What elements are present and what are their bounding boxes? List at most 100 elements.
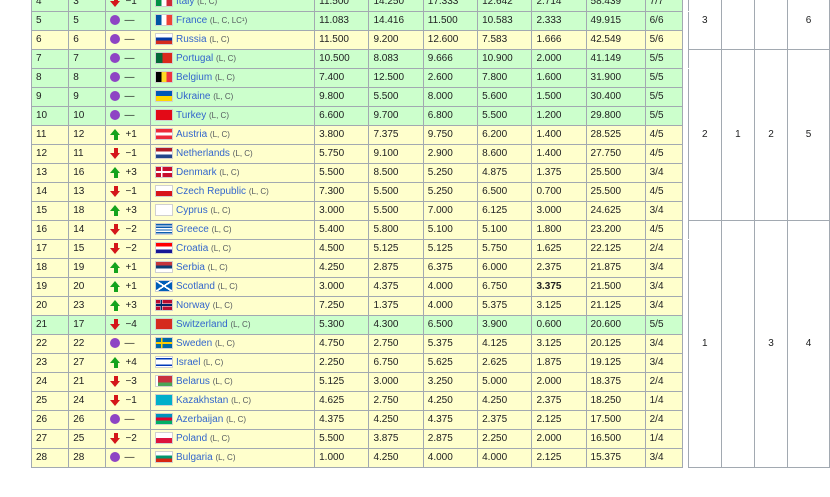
rank-cell: 25 [30, 391, 70, 411]
season-score-1: 4.750 [314, 334, 370, 354]
total-coefficient-cell: 20.125 [585, 334, 646, 354]
country-link[interactable]: Sweden [176, 338, 213, 349]
rank-cell: 9 [30, 87, 70, 107]
season-score-2: 5.800 [368, 220, 424, 240]
season-score-4: 4.250 [477, 391, 533, 411]
season-score-3: 4.000 [422, 448, 479, 468]
season-score-1: 6.600 [314, 106, 370, 126]
country-link[interactable]: Serbia [176, 262, 205, 273]
rank-cell: 27 [30, 429, 70, 449]
movement-cell: +1 [105, 277, 152, 297]
country-link[interactable]: Greece [176, 224, 209, 235]
season-score-4: 5.100 [477, 220, 533, 240]
country-link[interactable]: Belarus [176, 376, 210, 387]
competition-label: (L, C) [213, 92, 234, 101]
country-cell: Sweden (L, C) [150, 334, 316, 354]
season-score-4: 6.125 [477, 201, 533, 221]
movement-cell: −3 [105, 372, 152, 392]
season-score-5: 2.714 [531, 0, 587, 12]
spacer-cell [681, 448, 689, 468]
flag-kz-icon [155, 394, 174, 407]
country-link[interactable]: Kazakhstan [176, 395, 229, 406]
movement-cell: +1 [105, 125, 152, 145]
country-cell: Turkey (L, C) [150, 106, 316, 126]
season-score-1: 11.500 [314, 0, 370, 12]
country-link[interactable]: Belgium [176, 72, 213, 83]
season-score-5: 0.600 [531, 315, 587, 335]
previous-rank-cell: 18 [68, 201, 107, 221]
country-link[interactable]: Croatia [176, 243, 209, 254]
season-score-5: 1.875 [531, 353, 587, 373]
total-coefficient-cell: 21.500 [585, 277, 646, 297]
previous-rank-cell: 15 [68, 239, 107, 259]
season-score-1: 4.500 [314, 239, 370, 259]
country-link[interactable]: Poland [176, 433, 208, 444]
country-link[interactable]: France [176, 15, 208, 26]
no-change-icon [110, 414, 121, 425]
country-link[interactable]: Denmark [176, 167, 217, 178]
country-link[interactable]: Switzerland [176, 319, 228, 330]
movement-delta: −3 [125, 376, 137, 387]
competition-label: (L, C) [210, 206, 231, 215]
season-score-1: 3.000 [314, 277, 370, 297]
ranking-table: 4 3 −1 Italy (L, C) 11.500 14.250 17.333 12.642… [30, 0, 830, 468]
table-row: 5 5— France (L, C, LC¹) 11.083 14.416 11.500 1… [30, 11, 830, 31]
country-link[interactable]: Czech Republic [176, 186, 247, 197]
country-link[interactable]: Scotland [176, 281, 215, 292]
country-link[interactable]: Azerbaijan [176, 414, 224, 425]
movement-cell: — [105, 87, 152, 107]
season-score-4: 3.900 [477, 315, 533, 335]
total-coefficient-cell: 29.800 [585, 106, 646, 126]
movement-delta: −2 [125, 433, 137, 444]
country-link[interactable]: Norway [176, 300, 210, 311]
up-arrow-icon [110, 356, 121, 368]
season-score-1: 7.300 [314, 182, 370, 202]
teams-ratio-cell: 3/4 [644, 353, 683, 373]
country-cell: Netherlands (L, C) [150, 144, 316, 164]
table-row: 9 9— Ukraine (L, C) 9.800 5.500 8.000 5.600 1.5… [30, 87, 830, 107]
flag-ch-icon [155, 318, 174, 331]
previous-rank-cell: 9 [68, 87, 107, 107]
country-link[interactable]: Ukraine [176, 91, 211, 102]
season-score-3: 5.375 [422, 334, 479, 354]
country-link[interactable]: Israel [176, 357, 201, 368]
rank-cell: 12 [30, 144, 70, 164]
total-coefficient-cell: 17.500 [585, 410, 646, 430]
highlighted-score: 3.375 [536, 281, 562, 292]
flag-sc-icon [155, 280, 174, 293]
spacer-cell [681, 277, 689, 297]
season-score-1: 3.000 [314, 201, 370, 221]
season-score-1: 4.625 [314, 391, 370, 411]
season-score-5: 3.000 [531, 201, 587, 221]
teams-ratio-cell: 5/5 [644, 87, 683, 107]
season-score-4: 2.625 [477, 353, 533, 373]
country-link[interactable]: Russia [176, 34, 207, 45]
country-link[interactable]: Turkey [176, 110, 207, 121]
season-score-1: 11.500 [314, 30, 370, 50]
spacer-cell [681, 410, 689, 430]
group-cell-1: 2 [687, 49, 722, 221]
country-link[interactable]: Netherlands [176, 148, 230, 159]
country-cell: Ukraine (L, C) [150, 87, 316, 107]
country-link[interactable]: Bulgaria [176, 452, 213, 463]
table-row: 27 25 −2 Poland (L, C) 5.500 3.875 2.875 2.250 2… [30, 429, 830, 449]
country-link[interactable]: Portugal [176, 53, 214, 64]
rank-cell: 4 [30, 0, 70, 12]
season-score-5: 1.500 [531, 87, 587, 107]
country-link[interactable]: Austria [176, 129, 208, 140]
country-link[interactable]: Italy [176, 0, 195, 7]
teams-ratio-cell: 4/5 [644, 220, 683, 240]
previous-rank-cell: 11 [68, 144, 107, 164]
country-link[interactable]: Cyprus [176, 205, 208, 216]
flag-cz-icon [155, 185, 174, 198]
season-score-2: 2.750 [368, 391, 424, 411]
country-cell: Kazakhstan (L, C) [150, 391, 316, 411]
movement-cell: — [105, 334, 152, 354]
season-score-4: 2.250 [477, 429, 533, 449]
competition-label: (L, C) [207, 263, 228, 272]
teams-ratio-cell: 3/4 [644, 334, 683, 354]
season-score-4: 6.200 [477, 125, 533, 145]
previous-rank-cell: 24 [68, 391, 107, 411]
competition-label: (L, C) [209, 130, 230, 139]
no-change-icon [110, 53, 121, 64]
